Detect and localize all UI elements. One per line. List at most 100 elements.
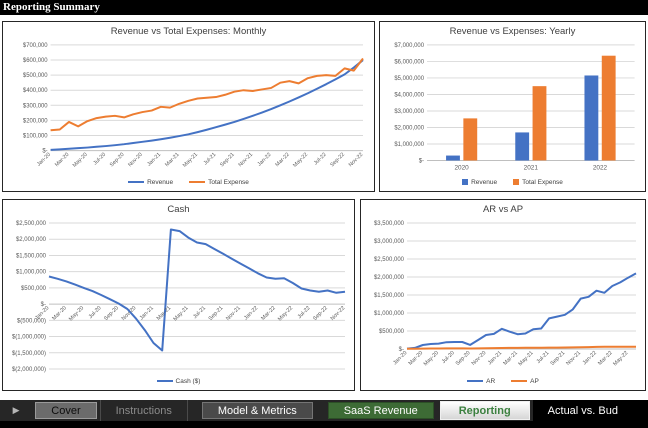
x-axis-label: May-21	[182, 152, 199, 169]
series-line-AR[interactable]	[406, 272, 637, 350]
y-axis-label: $2,500,000	[16, 221, 47, 227]
x-axis-label: Sep-22	[312, 305, 329, 322]
x-axis-label: May-22	[612, 350, 629, 367]
tab-reporting-active[interactable]: Reporting	[439, 401, 530, 420]
bar-Revenue-2021[interactable]	[515, 132, 530, 161]
y-axis-label: $3,000,000	[374, 239, 405, 245]
y-axis-label: $500,000	[379, 329, 405, 335]
y-axis-label: $(500,000)	[17, 318, 46, 324]
x-axis-label: Jul-21	[192, 305, 207, 320]
x-axis-label: Mar-21	[164, 152, 180, 168]
series-line-Revenue[interactable]	[50, 59, 364, 151]
sheet-title-bar: Reporting Summary	[0, 0, 648, 15]
x-axis-label: May-21	[518, 350, 535, 367]
y-axis-label: $3,500,000	[374, 221, 405, 227]
x-axis-label: Mar-20	[54, 152, 70, 168]
y-axis-label: $4,000,000	[394, 92, 424, 98]
x-axis-label: Nov-21	[238, 152, 255, 169]
x-axis-label: Jan-21	[487, 350, 503, 366]
bar-Total Expense-2022[interactable]	[601, 55, 616, 161]
bar-Total Expense-2021[interactable]	[532, 86, 547, 161]
x-axis-label: Mar-21	[502, 350, 519, 367]
tab-instructions[interactable]: Instructions	[99, 400, 188, 421]
y-axis-label: $1,000,000	[394, 142, 424, 148]
y-axis-label: $6,000,000	[394, 59, 424, 65]
y-axis-label: $(1,500,000)	[12, 351, 46, 357]
chart-title: Revenue vs Expenses: Yearly	[449, 26, 576, 37]
tab-cover[interactable]: Cover	[35, 402, 97, 419]
y-axis-label: $2,500,000	[374, 257, 405, 263]
legend-swatch-Total Expense	[513, 179, 520, 186]
legend-swatch-Total Expense	[189, 181, 206, 184]
legend-item: AP	[511, 378, 539, 385]
x-axis-label: Jan-21	[139, 305, 155, 321]
chart-title: AR vs AP	[482, 204, 524, 215]
bottom-border-strip	[0, 421, 648, 428]
x-axis-label: Sep-20	[455, 350, 472, 367]
x-axis-label: Nov-20	[127, 152, 144, 169]
x-axis-label: Jul-22	[313, 152, 328, 167]
legend-item: Cash ($)	[156, 377, 201, 385]
bar-Revenue-2022[interactable]	[584, 75, 599, 161]
bar-Revenue-2020[interactable]	[446, 155, 460, 161]
y-axis-label: $2,000,000	[394, 125, 424, 131]
chart-legend: Revenue Total Expense	[3, 176, 374, 191]
y-axis-label: $1,500,000	[16, 253, 47, 259]
y-axis-label: $400,000	[23, 88, 48, 94]
sheet-tab-bar: ▶ Cover Instructions Model & Metrics Saa…	[0, 400, 648, 421]
y-axis-label: $700,000	[23, 43, 48, 49]
x-axis-label: Sep-22	[329, 152, 346, 169]
y-axis-label: $500,000	[23, 73, 48, 79]
x-axis-label: Mar-22	[274, 152, 290, 168]
y-axis-label: $(2,000,000)	[12, 367, 46, 373]
y-axis-label: $(1,000,000)	[12, 335, 46, 341]
y-axis-label: $300,000	[23, 103, 48, 109]
x-axis-label: Jul-21	[203, 152, 218, 167]
y-axis-label: $3,000,000	[394, 109, 424, 115]
series-line-Total Expense[interactable]	[50, 57, 364, 132]
tab-actual-vs-budget[interactable]: Actual vs. Bud	[532, 400, 648, 421]
chart-panel-cash[interactable]: Cash $(2,000,000) $(1,500,000) $(1,000,000…	[2, 199, 355, 391]
tab-saas-revenue[interactable]: SaaS Revenue	[327, 402, 434, 419]
x-axis-label: Sep-21	[208, 305, 225, 322]
legend-label: Cash ($)	[175, 377, 201, 385]
y-axis-label: $-	[419, 158, 424, 164]
y-axis-label: $600,000	[23, 58, 48, 64]
x-axis-label: 2022	[593, 164, 608, 171]
legend-label: Revenue	[147, 178, 174, 186]
chart-panel-revenue-expenses-yearly[interactable]: Revenue vs Expenses: Yearly $- $1,000,000…	[379, 21, 646, 192]
cash-line-chart-plot: $(2,000,000) $(1,500,000) $(1,000,000) $(50…	[12, 221, 346, 373]
x-axis-label: Jan-22	[257, 152, 273, 168]
legend-item: Total Expense	[513, 179, 563, 186]
chart-title: Revenue vs Total Expenses: Monthly	[110, 26, 267, 37]
monthly-line-chart-plot: $- $100,000 $200,000 $300,000 $400,000 $500,0…	[23, 43, 364, 169]
legend-label: AP	[530, 377, 539, 385]
legend-swatch-Cash ($)	[156, 380, 173, 382]
y-axis-label: $500,000	[21, 286, 47, 292]
tab-model-and-metrics[interactable]: Model & Metrics	[201, 402, 313, 419]
x-axis-label: Nov-20	[471, 350, 488, 367]
bar-Total Expense-2020[interactable]	[463, 118, 478, 161]
x-axis-label: May-20	[72, 152, 89, 169]
tab-scroll-right-icon[interactable]: ▶	[12, 405, 20, 415]
x-axis-label: Sep-21	[219, 152, 236, 169]
page-title: Reporting Summary	[3, 0, 100, 13]
x-axis-label: Nov-20	[121, 305, 138, 322]
chart-panel-revenue-expenses-monthly[interactable]: Revenue vs Total Expenses: Monthly $- $10…	[2, 21, 375, 192]
x-axis-label: Jan-22	[582, 350, 598, 366]
legend-swatch-Revenue	[128, 181, 145, 184]
y-axis-label: $1,000,000	[16, 270, 47, 276]
series-line-AP[interactable]	[406, 345, 636, 350]
x-axis-label: Sep-21	[550, 350, 567, 367]
y-axis-label: $1,000,000	[374, 311, 405, 317]
chart-panel-ar-vs-ap[interactable]: AR vs AP $- $500,000 $1,000,000 $1,500,000 $…	[360, 199, 646, 391]
x-axis-label: Mar-22	[260, 305, 277, 322]
arap-line-chart-plot: $- $500,000 $1,000,000 $1,500,000 $2,000,000…	[374, 221, 637, 367]
x-axis-label: Mar-20	[51, 305, 68, 322]
yearly-bar-chart-plot: $- $1,000,000 $2,000,000 $3,000,000 $4,000,0…	[394, 43, 635, 171]
x-axis-label: May-20	[423, 350, 440, 367]
x-axis-label: Jul-20	[88, 305, 103, 320]
legend-label: Revenue	[471, 178, 498, 186]
y-axis-label: $-	[41, 302, 46, 308]
series-line-Cash ($)[interactable]	[48, 228, 346, 352]
